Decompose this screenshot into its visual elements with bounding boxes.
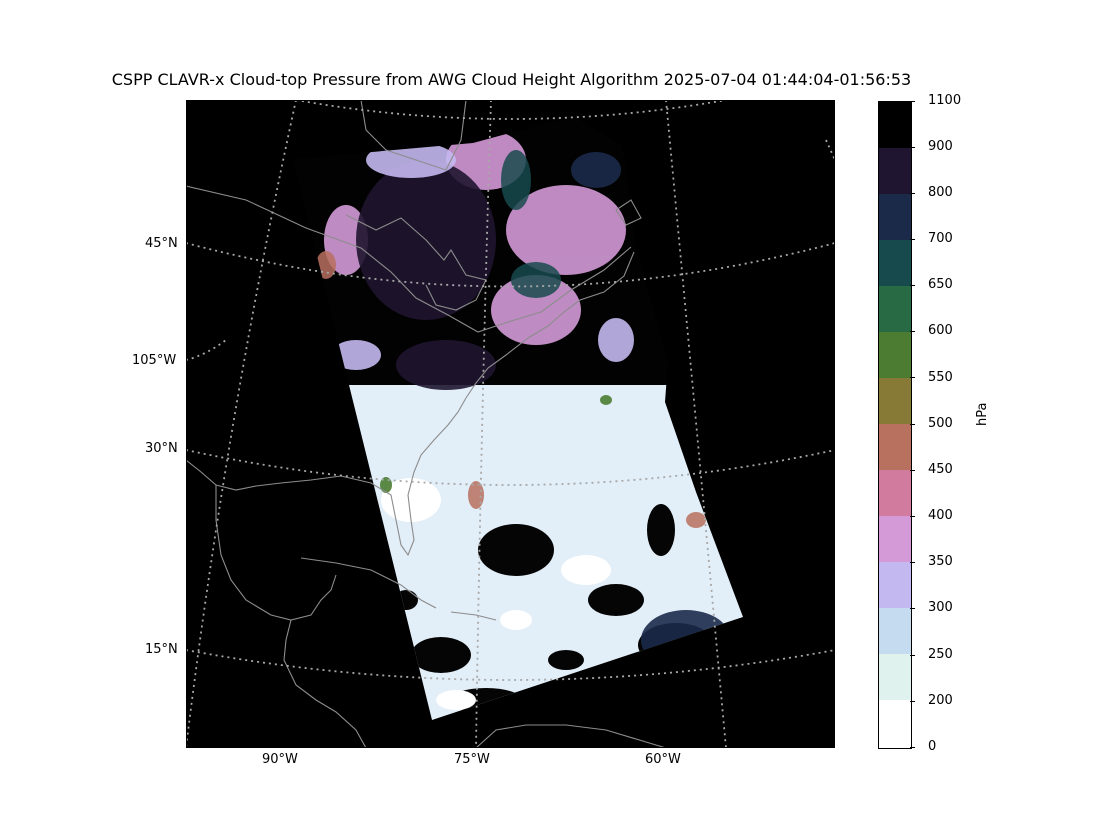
parallel-60n xyxy=(295,100,727,120)
map-panel[interactable] xyxy=(186,100,835,748)
cbar-label-350: 350 xyxy=(928,554,953,569)
hispaniola xyxy=(450,611,497,621)
white-cloud-patches xyxy=(381,478,611,710)
colorbar-bin-650-700 xyxy=(879,240,911,286)
yucatan xyxy=(283,619,367,748)
cbar-label-550: 550 xyxy=(928,370,953,385)
coastlines xyxy=(186,100,667,748)
colorbar-bin-300-350 xyxy=(879,562,911,608)
cbar-tick-650 xyxy=(910,285,915,286)
colorbar-bin-450-500 xyxy=(879,424,911,470)
lon-label-90w: 90°W xyxy=(262,752,298,767)
cbar-label-300: 300 xyxy=(928,600,953,615)
cbar-label-500: 500 xyxy=(928,416,953,431)
cuba xyxy=(300,557,437,609)
cbar-label-250: 250 xyxy=(928,647,953,662)
cbar-label-600: 600 xyxy=(928,323,953,338)
cbar-label-0: 0 xyxy=(928,739,937,754)
chart-title: CSPP CLAVR-x Cloud-top Pressure from AWG… xyxy=(111,70,912,89)
gulf-coast xyxy=(186,397,467,557)
cbar-tick-450 xyxy=(910,470,915,471)
cbar-label-700: 700 xyxy=(928,231,953,246)
colorbar xyxy=(878,101,912,749)
colorbar-bin-500-550 xyxy=(879,378,911,424)
colorbar-bin-700-800 xyxy=(879,194,911,240)
cbar-label-650: 650 xyxy=(928,277,953,292)
colorbar-bin-800-900 xyxy=(879,148,911,194)
cbar-label-900: 900 xyxy=(928,139,953,154)
newfoundland xyxy=(615,199,642,226)
colorbar-bin-400-450 xyxy=(879,470,911,516)
lon-label-75w: 75°W xyxy=(454,752,490,767)
colorbar-bin-600-650 xyxy=(879,286,911,332)
cbar-tick-0 xyxy=(910,747,915,748)
map-svg xyxy=(186,100,835,748)
cbar-tick-900 xyxy=(910,147,915,148)
cbar-tick-600 xyxy=(910,331,915,332)
hudson-bay-edge xyxy=(360,100,467,171)
mid-cloud-teal xyxy=(501,150,561,298)
cbar-tick-350 xyxy=(910,562,915,563)
colorbar-bin-550-600 xyxy=(879,332,911,378)
cbar-tick-400 xyxy=(910,516,915,517)
map-border xyxy=(186,100,835,748)
cbar-tick-700 xyxy=(910,239,915,240)
colorbar-bin-0-200 xyxy=(879,700,911,748)
great-lakes xyxy=(345,214,487,311)
lat-label-15n: 15°N xyxy=(145,642,178,657)
cbar-tick-800 xyxy=(910,193,915,194)
cbar-tick-1100 xyxy=(910,101,915,102)
cbar-label-450: 450 xyxy=(928,462,953,477)
cbar-tick-300 xyxy=(910,608,915,609)
lavender-clouds xyxy=(331,142,634,370)
meridian-45w xyxy=(825,139,835,161)
colorbar-bin-900-1100 xyxy=(879,102,911,148)
lat-label-45n: 45°N xyxy=(145,236,178,251)
meridian-60w xyxy=(665,100,727,748)
cbar-label-1100: 1100 xyxy=(928,93,962,108)
meridian-75w xyxy=(475,100,492,748)
cbar-label-800: 800 xyxy=(928,185,953,200)
colorbar-bin-250-300 xyxy=(879,608,911,654)
colorbar-bin-200-250 xyxy=(879,654,911,700)
cbar-label-200: 200 xyxy=(928,693,953,708)
colorbar-unit-label: hPa xyxy=(975,402,990,426)
colorbar-bin-350-400 xyxy=(879,516,911,562)
lat-label-30n: 30°N xyxy=(145,441,178,456)
south-america-coast xyxy=(475,724,667,748)
cbar-label-400: 400 xyxy=(928,508,953,523)
mexico-coast xyxy=(215,485,337,621)
meridian-90w xyxy=(186,100,297,748)
graticule xyxy=(186,100,835,748)
cbar-tick-200 xyxy=(910,701,915,702)
lon-label-105w: 105°W xyxy=(132,353,177,368)
cbar-tick-250 xyxy=(910,655,915,656)
us-canada-border xyxy=(186,185,632,333)
cbar-tick-550 xyxy=(910,377,915,378)
lon-label-60w: 60°W xyxy=(645,752,681,767)
cbar-tick-500 xyxy=(910,424,915,425)
parallel-15n xyxy=(186,649,835,681)
atlantic-coast xyxy=(465,251,635,399)
